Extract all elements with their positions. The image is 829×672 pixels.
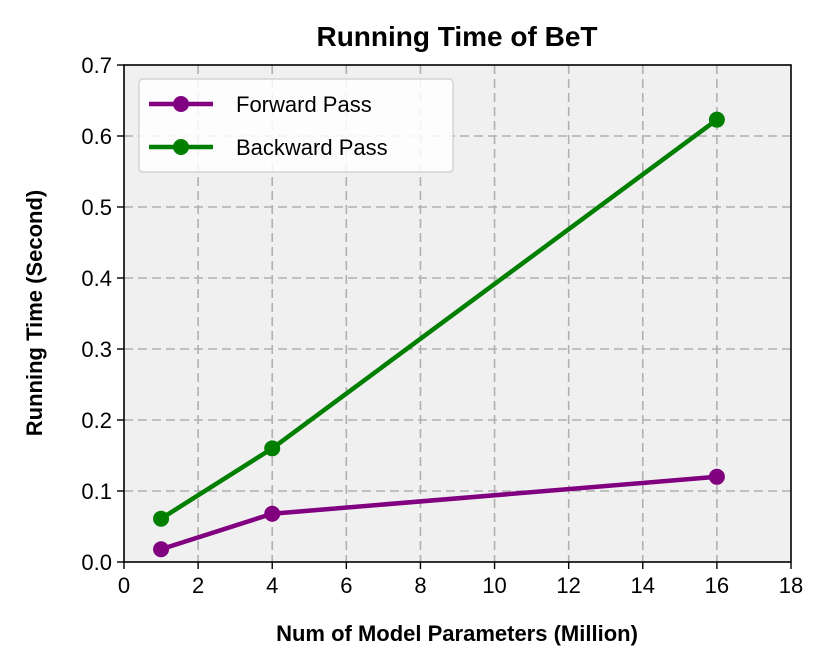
data-point-forward-pass — [153, 541, 170, 558]
legend-marker-forward-pass — [173, 96, 189, 112]
legend-box — [138, 78, 454, 173]
series-backward-pass — [153, 111, 725, 527]
x-tick-label: 16 — [705, 573, 729, 598]
data-point-backward-pass — [708, 111, 725, 128]
y-tick-label: 0.5 — [81, 195, 112, 220]
x-axis-label: Num of Model Parameters (Million) — [276, 621, 638, 646]
y-axis-label: Running Time (Second) — [22, 190, 47, 436]
data-point-forward-pass — [264, 505, 281, 522]
legend-label-backward-pass: Backward Pass — [236, 135, 388, 160]
y-tick-label: 0.2 — [81, 408, 112, 433]
x-tick-label: 0 — [118, 573, 130, 598]
axis-ticks: 0 2 4 6 8 10 12 14 16 18 0.0 0.1 0.2 0.3 0.4 0.5 0.6 0.7 — [81, 53, 803, 598]
x-tick-label: 6 — [340, 573, 352, 598]
plot-frame — [123, 64, 792, 563]
legend: Forward Pass Backward Pass — [138, 78, 454, 173]
y-tick-label: 0.3 — [81, 337, 112, 362]
data-point-backward-pass — [264, 440, 281, 457]
x-tick-label: 12 — [556, 573, 580, 598]
x-tick-label: 8 — [414, 573, 426, 598]
x-tick-label: 10 — [482, 573, 506, 598]
y-tick-label: 0.1 — [81, 479, 112, 504]
y-tick-label: 0.7 — [81, 53, 112, 78]
y-tick-label: 0.6 — [81, 124, 112, 149]
legend-marker-backward-pass — [173, 139, 189, 155]
x-tick-label: 2 — [192, 573, 204, 598]
data-point-forward-pass — [708, 468, 725, 485]
data-point-backward-pass — [153, 510, 170, 527]
chart-title: Running Time of BeT — [316, 21, 597, 52]
x-tick-label: 14 — [631, 573, 655, 598]
x-tick-label: 18 — [779, 573, 803, 598]
y-tick-label: 0.4 — [81, 266, 112, 291]
legend-label-forward-pass: Forward Pass — [236, 92, 372, 117]
series-layer — [153, 111, 725, 558]
series-forward-pass — [153, 468, 725, 558]
x-tick-label: 4 — [266, 573, 278, 598]
y-tick-label: 0.0 — [81, 550, 112, 575]
